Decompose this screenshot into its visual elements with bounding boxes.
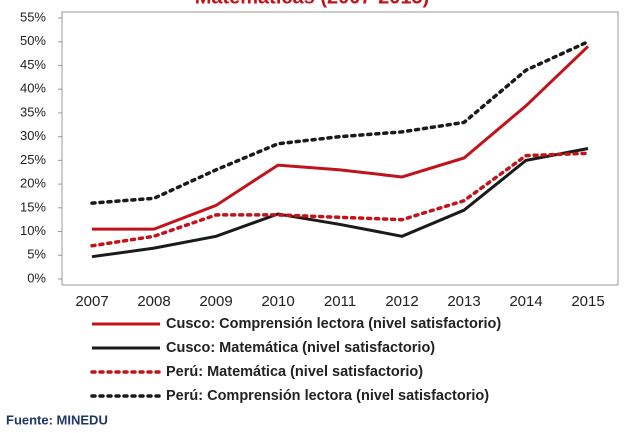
y-tick-label: 30% (20, 128, 46, 143)
legend-label: Perú: Comprensión lectora (nivel satisfa… (166, 388, 489, 404)
legend-label: Cusco: Matemática (nivel satisfactorio) (166, 340, 435, 356)
x-tick-label: 2013 (447, 293, 480, 310)
y-tick-label: 50% (20, 33, 46, 48)
y-tick-label: 15% (20, 199, 46, 214)
chart-title: Matemáticas (2007-2015) (195, 0, 430, 8)
x-tick-label: 2009 (199, 293, 232, 310)
y-tick-label: 0% (27, 270, 46, 285)
x-tick-label: 2012 (385, 293, 418, 310)
y-tick-label: 20% (20, 176, 46, 191)
y-tick-label: 35% (20, 104, 46, 119)
x-tick-label: 2011 (324, 293, 356, 310)
y-tick-label: 40% (20, 81, 46, 96)
y-tick-label: 55% (20, 9, 46, 24)
series-line (90, 39, 590, 205)
y-tick-label: 45% (20, 57, 46, 72)
y-tick-label: 25% (20, 152, 46, 167)
x-tick-label: 2014 (509, 293, 542, 310)
x-tick-label: 2010 (261, 293, 294, 310)
series-line (91, 147, 589, 259)
y-tick-label: 10% (20, 223, 46, 238)
x-tick-label: 2015 (571, 293, 604, 310)
x-tick-label: 2007 (75, 293, 108, 310)
series-line (92, 45, 590, 231)
x-tick-label: 2008 (137, 293, 170, 310)
source: Fuente: MINEDU (6, 412, 108, 427)
plot-frame (61, 11, 619, 286)
series-line (90, 151, 590, 248)
legend-label: Perú: Matemática (nivel satisfactorio) (166, 364, 423, 380)
y-tick-label: 5% (27, 247, 46, 262)
legend-label: Cusco: Comprensión lectora (nivel satisf… (166, 316, 501, 332)
